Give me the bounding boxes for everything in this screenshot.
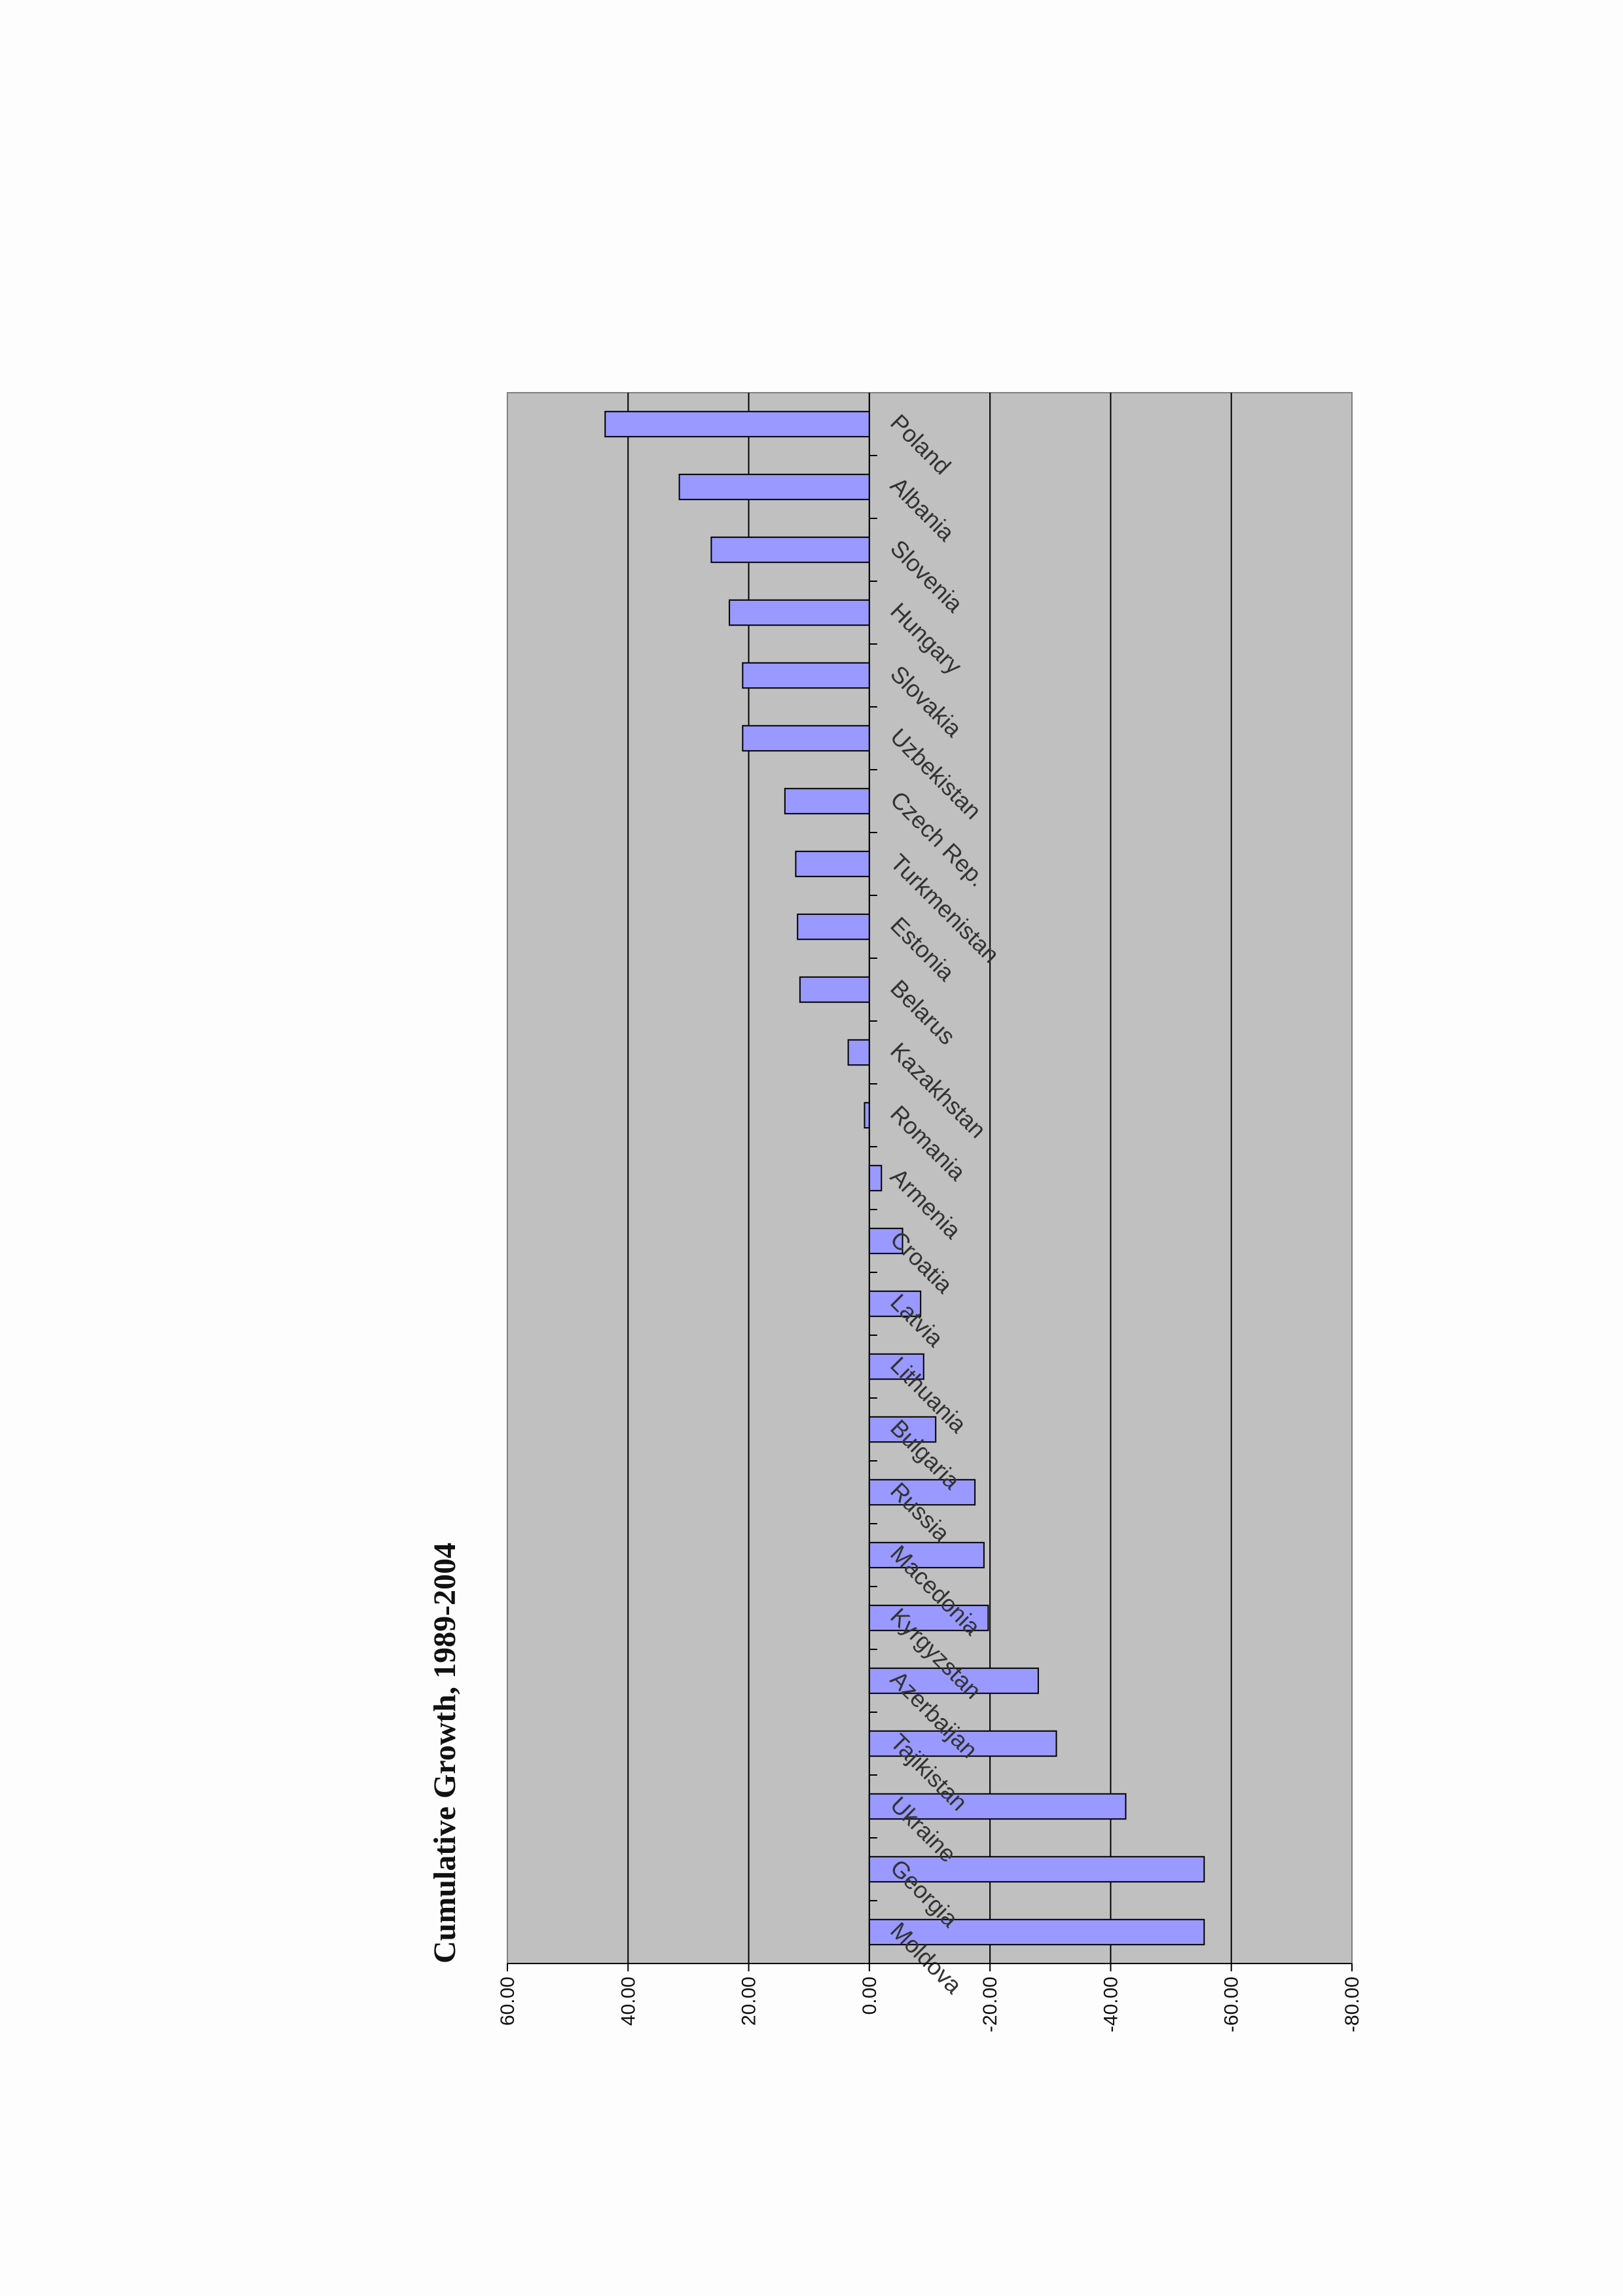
bar: [864, 1102, 870, 1129]
bar: [784, 787, 870, 815]
bar: [799, 976, 870, 1003]
chart-rotated-group: MoldovaGeorgiaUkraineTajikistanAzerbaija…: [428, 392, 1363, 2032]
bar: [604, 410, 870, 438]
bar: [795, 850, 870, 878]
bar: [729, 599, 870, 626]
bar: [868, 1164, 883, 1192]
value-tick-label: -40.00: [1100, 1977, 1122, 2032]
bar: [847, 1039, 870, 1066]
category-ticks: [869, 455, 877, 1901]
value-tick-label: -20.00: [979, 1977, 1001, 2032]
bar: [742, 662, 870, 689]
bars: [604, 410, 1205, 1946]
value-tick-label: 40.00: [617, 1977, 639, 2026]
bar: [678, 473, 870, 501]
bar: [797, 913, 870, 941]
value-axis: 60.00 40.00 20.00 0.00 -20.00 -40.00 -60.00 -80…: [497, 1963, 1363, 2032]
value-tick-label: -60.00: [1221, 1977, 1243, 2032]
value-tick-label: 0.00: [859, 1977, 881, 2015]
value-tick-label: 20.00: [739, 1977, 760, 2026]
bar: [742, 725, 870, 752]
bar: [710, 536, 870, 564]
value-tick-label: -80.00: [1341, 1977, 1363, 2032]
chart-title: Cumulative Growth, 1989-2004: [428, 1543, 462, 1964]
value-tick-label: 60.00: [497, 1977, 519, 2026]
